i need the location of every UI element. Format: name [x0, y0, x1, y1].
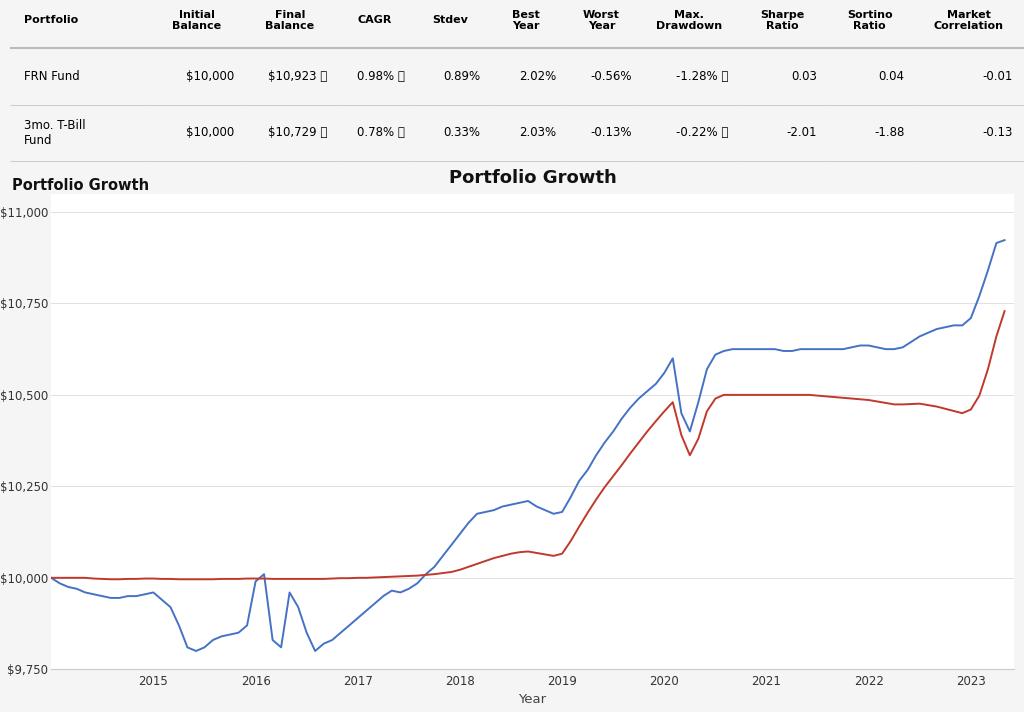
Text: Portfolio Growth: Portfolio Growth [12, 178, 150, 194]
Legend: FRN Fund, 3mo. T-Bill Fund: FRN Fund, 3mo. T-Bill Fund [404, 706, 660, 712]
Title: Portfolio Growth: Portfolio Growth [449, 169, 616, 187]
X-axis label: Year: Year [518, 693, 547, 706]
